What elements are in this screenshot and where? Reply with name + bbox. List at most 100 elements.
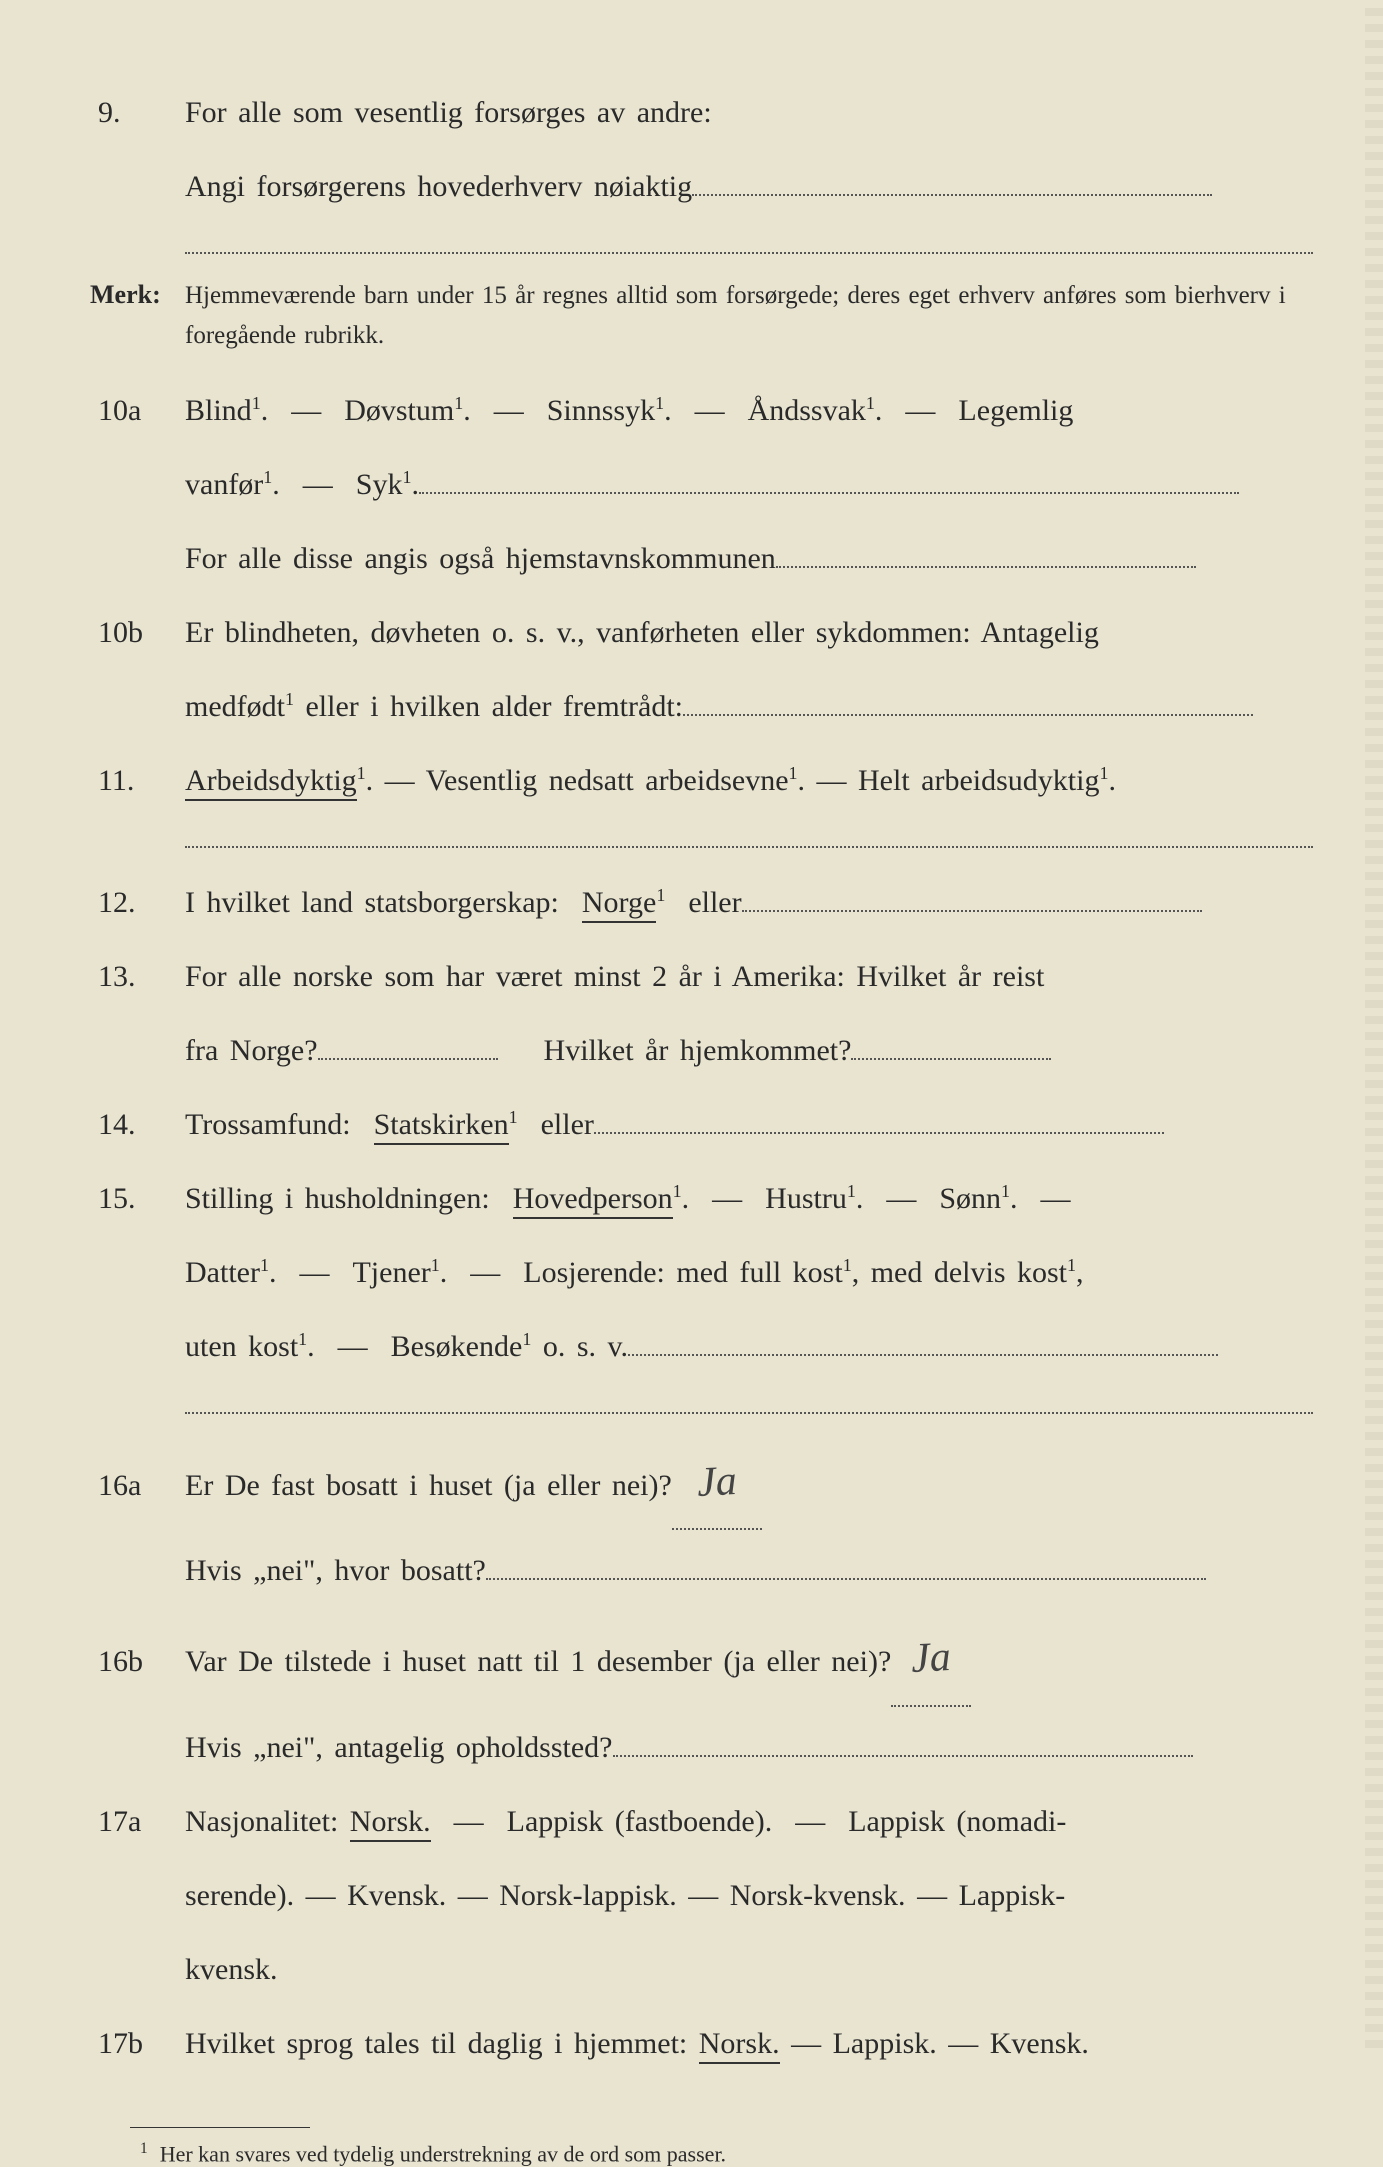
q16b-answer-field: Ja	[891, 1612, 971, 1706]
q13-line1: For alle norske som har været minst 2 år…	[185, 944, 1313, 1010]
q10a-vanfor: vanfør	[185, 468, 263, 501]
q14-blank	[594, 1132, 1164, 1134]
q16a-hvis-nei: Hvis „nei", hvor bosatt?	[185, 1554, 486, 1587]
q12-number: 12.	[90, 870, 185, 936]
q10b-medfodt: medfødt	[185, 690, 285, 723]
question-9-line2: Angi forsørgerens hovederhverv nøiaktig	[90, 154, 1313, 220]
question-17b: 17b Hvilket sprog tales til daglig i hje…	[90, 2011, 1313, 2077]
footnote-marker: 1	[140, 2140, 148, 2157]
q13-number: 13.	[90, 944, 185, 1010]
question-10a-line3: For alle disse angis også hjemstavnskomm…	[90, 526, 1313, 592]
q17a-number: 17a	[90, 1789, 185, 1855]
q11-arbeidsdyktig: Arbeidsdyktig	[185, 764, 357, 801]
q12-answer-norge: Norge	[582, 886, 656, 923]
q16a-blank	[486, 1578, 1206, 1580]
question-14: 14. Trossamfund: Statskirken1 eller	[90, 1092, 1313, 1158]
q17a-lappisk-fast: Lappisk (fastboende).	[507, 1805, 773, 1838]
q13-blank1	[318, 1058, 498, 1060]
q16a-question: Er De fast bosatt i huset (ja eller nei)…	[185, 1469, 672, 1502]
q15-delvis: , med delvis kost	[852, 1256, 1067, 1289]
q15-sonn: Sønn	[939, 1182, 1001, 1215]
q16a-number: 16a	[90, 1453, 185, 1519]
q9-blank-line	[185, 252, 1313, 254]
q17b-lappisk: Lappisk.	[833, 2027, 937, 2060]
q15-answer-hovedperson: Hovedperson	[513, 1182, 673, 1219]
question-17a-line3: kvensk.	[90, 1937, 1313, 2003]
merk-note: Merk: Hjemmeværende barn under 15 år reg…	[90, 276, 1313, 356]
question-10a-line2: vanfør1. — Syk1.	[90, 452, 1313, 518]
q15-datter: Datter	[185, 1256, 260, 1289]
q17b-text: Hvilket sprog tales til daglig i hjemmet…	[185, 2027, 687, 2060]
q10a-syk: Syk	[356, 468, 403, 501]
question-10b: 10b Er blindheten, døvheten o. s. v., va…	[90, 600, 1313, 666]
q10a-blank	[419, 492, 1239, 494]
q14-text: Trossamfund:	[185, 1108, 351, 1141]
q10a-opt-sinnssyk: Sinnssyk	[547, 394, 655, 427]
q15-besokende: Besøkende	[391, 1330, 523, 1363]
q9-number: 9.	[90, 80, 185, 146]
question-16b-line2: Hvis „nei", antagelig opholdssted?	[90, 1715, 1313, 1781]
question-13-line2: fra Norge? Hvilket år hjemkommet?	[90, 1018, 1313, 1084]
q17a-norsk-lappisk: Norsk-lappisk.	[499, 1879, 676, 1912]
q10a-blank2	[776, 566, 1196, 568]
q10b-suffix: eller i hvilken alder fremtrådt:	[294, 690, 683, 723]
q11-number: 11.	[90, 748, 185, 814]
q17b-answer-norsk: Norsk.	[699, 2027, 780, 2064]
q12-blank	[742, 910, 1202, 912]
question-16a: 16a Er De fast bosatt i huset (ja eller …	[90, 1436, 1313, 1530]
question-16b: 16b Var De tilstede i huset natt til 1 d…	[90, 1612, 1313, 1706]
q13-hjemkommet: Hvilket år hjemkommet?	[544, 1034, 852, 1067]
q11-nedsatt: Vesentlig nedsatt arbeidsevne	[426, 764, 789, 797]
q15-osv: o. s. v.	[531, 1330, 628, 1363]
footnote-rule	[130, 2127, 310, 2128]
q10a-number: 10a	[90, 378, 185, 444]
question-10a: 10a Blind1. — Døvstum1. — Sinnssyk1. — Å…	[90, 378, 1313, 444]
q16b-answer-ja: Ja	[909, 1611, 953, 1705]
q12-text: I hvilket land statsborgerskap:	[185, 886, 559, 919]
q9-blank	[692, 194, 1212, 196]
q12-suffix: eller	[688, 886, 741, 919]
q10b-number: 10b	[90, 600, 185, 666]
q16a-answer-ja: Ja	[695, 1435, 739, 1529]
q10a-line3-text: For alle disse angis også hjemstavnskomm…	[185, 542, 776, 575]
q14-suffix: eller	[541, 1108, 594, 1141]
q10b-blank	[683, 714, 1253, 716]
q17a-answer-norsk: Norsk.	[350, 1805, 431, 1842]
question-12: 12. I hvilket land statsborgerskap: Norg…	[90, 870, 1313, 936]
q16a-answer-field: Ja	[672, 1436, 762, 1530]
footnote: 1 Her kan svares ved tydelig understrekni…	[140, 2140, 1313, 2167]
q16b-blank	[613, 1755, 1193, 1757]
q17b-kvensk: Kvensk.	[990, 2027, 1089, 2060]
q17a-norsk-kvensk: Norsk-kvensk.	[730, 1879, 906, 1912]
q16b-question: Var De tilstede i huset natt til 1 desem…	[185, 1645, 891, 1678]
q15-blank	[628, 1354, 1218, 1356]
q15-hustru: Hustru	[765, 1182, 847, 1215]
q14-number: 14.	[90, 1092, 185, 1158]
q15-number: 15.	[90, 1166, 185, 1232]
q15-tjener: Tjener	[352, 1256, 430, 1289]
q15-blank-line	[185, 1412, 1313, 1414]
q10a-opt-legemlig: Legemlig	[958, 394, 1073, 427]
q11-udyktig: Helt arbeidsudyktig	[858, 764, 1099, 797]
q16b-number: 16b	[90, 1629, 185, 1695]
q11-blank-line	[185, 846, 1313, 848]
q10a-opt-dovstum: Døvstum	[344, 394, 454, 427]
q9-line1: For alle som vesentlig forsørges av andr…	[185, 80, 1313, 146]
q15-losjerende: Losjerende: med full kost	[523, 1256, 842, 1289]
q17a-serende: serende).	[185, 1879, 294, 1912]
q16b-hvis-nei: Hvis „nei", antagelig opholdssted?	[185, 1731, 613, 1764]
q17a-kvensk: Kvensk.	[347, 1879, 446, 1912]
q17a-lappisk-2: Lappisk-	[959, 1879, 1066, 1912]
question-10b-line2: medfødt1 eller i hvilken alder fremtrådt…	[90, 674, 1313, 740]
q9-line2-text: Angi forsørgerens hovederhverv nøiaktig	[185, 170, 692, 203]
q10a-opt-blind: Blind	[185, 394, 252, 427]
q13-fra-norge: fra Norge?	[185, 1034, 318, 1067]
question-16a-line2: Hvis „nei", hvor bosatt?	[90, 1538, 1313, 1604]
question-11: 11. Arbeidsdyktig1. — Vesentlig nedsatt …	[90, 748, 1313, 814]
merk-label: Merk:	[90, 280, 185, 310]
q10b-line1: Er blindheten, døvheten o. s. v., vanfør…	[185, 600, 1313, 666]
q15-text: Stilling i husholdningen:	[185, 1182, 490, 1215]
question-15-line2: Datter1. — Tjener1. — Losjerende: med fu…	[90, 1240, 1313, 1306]
question-17a: 17a Nasjonalitet: Norsk. — Lappisk (fast…	[90, 1789, 1313, 1855]
footnote-text: Her kan svares ved tydelig understreknin…	[160, 2141, 726, 2166]
